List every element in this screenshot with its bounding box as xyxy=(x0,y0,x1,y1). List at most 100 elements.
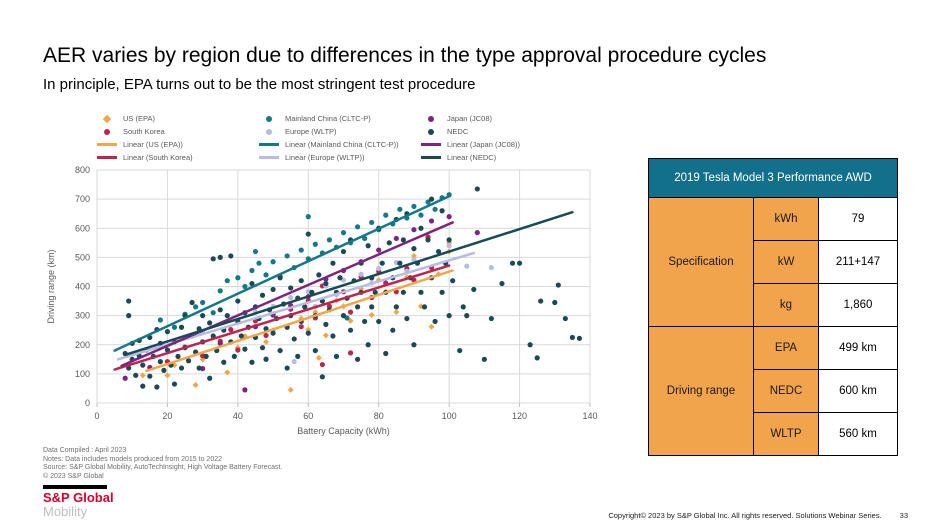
data-point xyxy=(368,312,375,319)
data-point xyxy=(126,313,132,319)
spec-label-kwh: kWh xyxy=(753,197,819,241)
data-point xyxy=(309,289,315,295)
footnote-source: Source: S&P Global Mobility, AutoTechIns… xyxy=(43,464,283,471)
data-point xyxy=(242,387,248,393)
x-tick-label: 0 xyxy=(94,411,99,421)
data-point xyxy=(238,333,244,339)
legend-marker-circle-icon xyxy=(259,128,279,135)
range-value-epa: 499 km xyxy=(818,326,898,370)
data-point xyxy=(418,212,424,218)
data-point xyxy=(249,267,255,274)
data-point xyxy=(157,317,163,323)
spec-value-kg: 1,860 xyxy=(818,283,898,327)
data-point xyxy=(200,299,206,306)
data-point xyxy=(312,347,318,354)
data-point xyxy=(488,315,494,322)
data-point xyxy=(252,248,259,255)
trendline xyxy=(120,221,454,367)
y-axis-title: Driving range (km) xyxy=(46,249,56,323)
data-point xyxy=(217,288,223,294)
data-point xyxy=(249,359,255,365)
logo-bar xyxy=(43,485,107,489)
data-point xyxy=(171,381,178,387)
x-axis-title: Battery Capacity (kWh) xyxy=(297,426,390,436)
data-point xyxy=(319,361,325,368)
data-point xyxy=(376,247,382,253)
spec-group-specification: Specification xyxy=(648,197,754,327)
data-point xyxy=(221,359,227,365)
data-point xyxy=(217,340,223,346)
sp-global-mobility-logo: S&P Global Mobility xyxy=(43,485,114,519)
data-point xyxy=(288,294,294,301)
data-point xyxy=(534,355,540,361)
data-point xyxy=(411,203,417,210)
legend-marker-circle-icon xyxy=(97,128,117,135)
data-point xyxy=(207,375,213,381)
data-point xyxy=(140,383,146,389)
data-point xyxy=(298,247,304,253)
y-tick-label: 800 xyxy=(75,165,90,175)
data-point xyxy=(330,333,336,339)
data-point xyxy=(383,212,389,218)
x-tick-label: 100 xyxy=(442,411,457,421)
data-point xyxy=(464,263,470,269)
legend-label: Linear (NEDC) xyxy=(447,153,497,162)
data-point xyxy=(287,386,294,393)
legend-item: US (EPA) xyxy=(97,112,259,125)
trendline xyxy=(113,264,451,371)
data-point xyxy=(340,313,347,319)
x-tick-label: 40 xyxy=(233,411,243,421)
data-point xyxy=(242,346,248,352)
data-point xyxy=(538,298,544,304)
data-point xyxy=(231,353,237,359)
data-point xyxy=(474,230,480,236)
y-tick-label: 600 xyxy=(75,223,90,233)
data-point xyxy=(305,214,311,220)
legend-label: US (EPA) xyxy=(123,114,155,123)
data-point xyxy=(196,365,202,371)
legend-label: Europe (WLTP) xyxy=(285,127,337,136)
y-tick-label: 100 xyxy=(75,369,90,379)
trendline xyxy=(123,210,574,357)
data-point xyxy=(203,353,209,359)
data-point xyxy=(295,353,301,359)
data-point xyxy=(305,330,311,336)
legend-item: Mainland China (CLTC-P) xyxy=(259,112,421,125)
data-point xyxy=(347,309,354,315)
data-point xyxy=(263,338,270,345)
data-point xyxy=(418,289,424,295)
spec-label-kw: kW xyxy=(753,240,819,284)
data-point xyxy=(224,369,231,376)
legend-item: Europe (WLTP) xyxy=(259,125,421,138)
data-point xyxy=(460,304,466,310)
legend-marker-circle-icon xyxy=(421,128,441,135)
data-point xyxy=(411,227,417,233)
data-point xyxy=(330,260,336,266)
y-tick-label: 200 xyxy=(75,340,90,350)
vehicle-spec-table: 2019 Tesla Model 3 Performance AWD Speci… xyxy=(648,158,898,456)
legend-item: NEDC xyxy=(421,125,583,138)
data-point xyxy=(235,347,241,353)
data-point xyxy=(140,362,146,368)
legend-column-3: Japan (JC08) NEDC Linear (Japan (JC08)) Lin… xyxy=(421,112,583,164)
data-point xyxy=(270,286,276,293)
legend-label: Linear (Mainland China (CLTC-P)) xyxy=(285,140,399,149)
data-point xyxy=(428,196,435,202)
data-point xyxy=(164,329,171,335)
data-point xyxy=(316,272,322,278)
x-tick-label: 140 xyxy=(582,411,597,421)
legend-marker-circle-icon xyxy=(421,115,441,122)
data-point xyxy=(354,224,361,230)
data-point xyxy=(270,330,276,336)
data-point xyxy=(277,275,283,281)
data-point xyxy=(133,372,139,378)
data-point xyxy=(326,237,333,243)
data-point xyxy=(354,304,361,310)
legend-label: Japan (JC08) xyxy=(447,114,493,123)
data-point xyxy=(171,324,178,330)
y-tick-label: 400 xyxy=(75,282,90,292)
data-point xyxy=(439,289,445,295)
y-tick-label: 700 xyxy=(75,194,90,204)
data-point xyxy=(499,280,505,287)
spec-label-kg: kg xyxy=(753,283,819,327)
